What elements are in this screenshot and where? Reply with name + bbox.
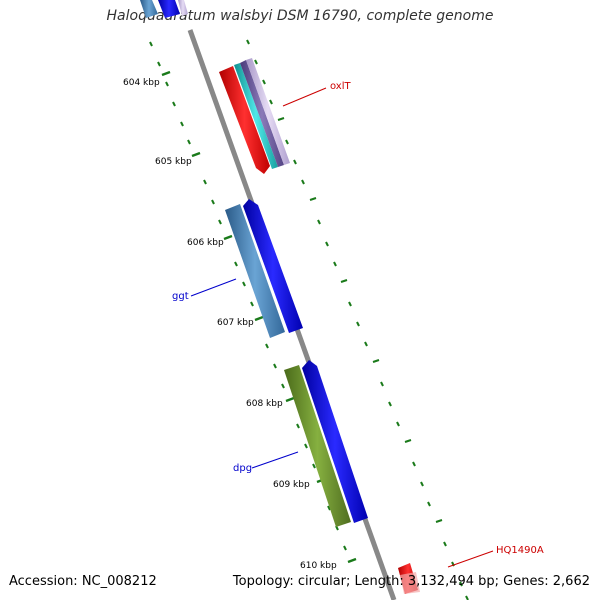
tick-label-610: 610 kbp [300, 561, 337, 571]
accession-label: Accession: NC_008212 [9, 574, 157, 589]
gene-label-dpg: dpg [233, 463, 252, 474]
gene-label-ggt: ggt [172, 291, 189, 302]
gene-dpg-blue [302, 360, 368, 523]
HQ1490A-leader [447, 550, 494, 568]
gene-oxlT-purple [240, 60, 284, 167]
tick-label-605: 605 kbp [155, 157, 192, 167]
gene-oxlT-cyan [234, 63, 278, 169]
dpg-leader [251, 451, 299, 469]
gene-ggt-blue [243, 199, 303, 333]
right-ruler [246, 39, 469, 600]
oxlT-leader [282, 87, 327, 107]
genome-title: Haloquadratum walsbyi DSM 16790, complet… [106, 8, 494, 24]
gene-label-HQ1490A: HQ1490A [496, 545, 544, 556]
tick-label-607: 607 kbp [217, 318, 254, 328]
tick-label-608: 608 kbp [246, 399, 283, 409]
gene-HQ1490A-pink [400, 572, 420, 594]
gene-feature-top-blue [158, 0, 180, 18]
gene-ggt-steelblue [225, 204, 285, 338]
gene-feature-top-lavender [178, 0, 188, 16]
gene-dpg-olive [284, 365, 351, 527]
tick-label-609: 609 kbp [273, 480, 310, 490]
gene-label-oxlT: oxlT [330, 81, 352, 92]
tick-label-606: 606 kbp [187, 238, 224, 248]
gene-feature-top-steelblue [140, 0, 158, 18]
gene-oxlT-red [219, 66, 270, 174]
genome-summary: Topology: circular; Length: 3,132,494 bp… [232, 574, 590, 589]
gene-oxlT-lavender [246, 58, 290, 165]
ggt-leader [190, 278, 237, 297]
tick-label-604: 604 kbp [123, 78, 160, 88]
